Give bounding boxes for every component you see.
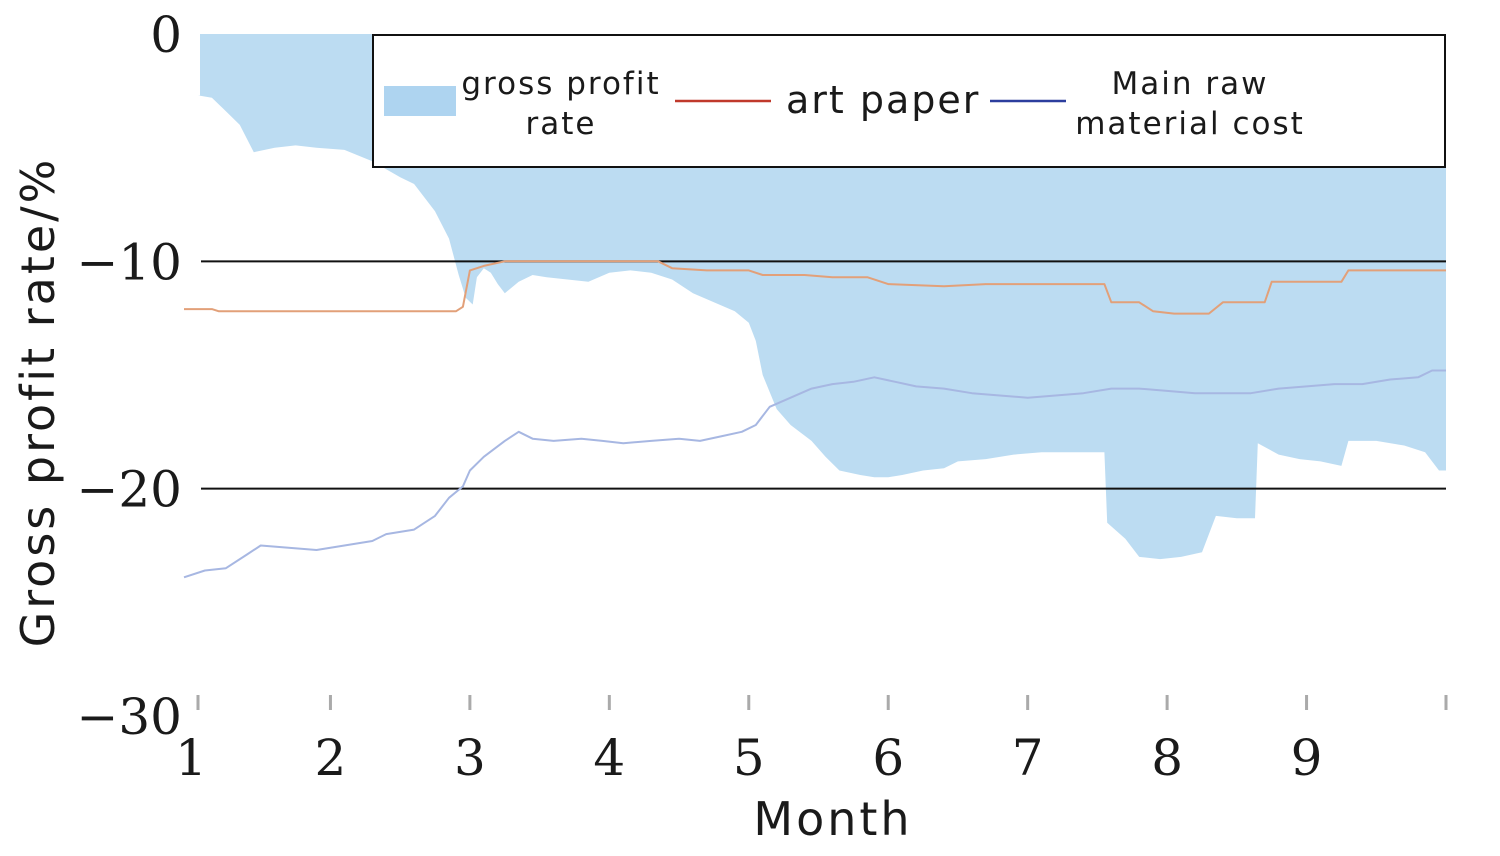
legend-label-gross-profit-rate-line2: rate <box>526 106 597 142</box>
x-tick-label: 3 <box>454 729 486 787</box>
x-tick-label: 4 <box>593 729 625 787</box>
x-axis-title: Month <box>753 792 912 846</box>
legend-label-art-paper: art paper <box>786 78 980 122</box>
line-main-raw-material-cost <box>183 369 1446 579</box>
x-tick-label: 7 <box>1012 729 1044 787</box>
y-tick-label: −20 <box>76 461 182 519</box>
y-tick-label: −10 <box>76 233 182 291</box>
x-axis-ticks: 1 2 3 4 5 6 7 8 9 <box>175 695 1448 787</box>
gridline-layer <box>201 260 1446 490</box>
x-tick-label: 1 <box>175 729 207 787</box>
x-tick-label: 6 <box>872 729 904 787</box>
x-tick-label: 2 <box>315 729 347 787</box>
x-tick-label: 5 <box>733 729 765 787</box>
line-layer <box>183 260 1446 579</box>
y-tick-label: −30 <box>76 688 182 746</box>
x-tick-label: 9 <box>1291 729 1323 787</box>
y-tick-label: 0 <box>150 6 182 64</box>
y-axis-ticks: 0 −10 −20 −30 <box>76 6 182 746</box>
legend-swatch-gross-profit-rate <box>384 86 456 116</box>
legend-label-main-raw-material-cost-line2: material cost <box>1075 106 1305 142</box>
line-art-paper <box>184 260 1446 315</box>
legend-box <box>372 34 1446 168</box>
x-tick-label: 8 <box>1151 729 1183 787</box>
y-axis-title: Gross profit rate/% <box>11 157 65 648</box>
legend-label-main-raw-material-cost: Main raw <box>1112 66 1269 102</box>
legend: gross profit rate art paper Main raw mat… <box>372 34 1446 168</box>
legend-label-gross-profit-rate: gross profit <box>461 66 660 102</box>
